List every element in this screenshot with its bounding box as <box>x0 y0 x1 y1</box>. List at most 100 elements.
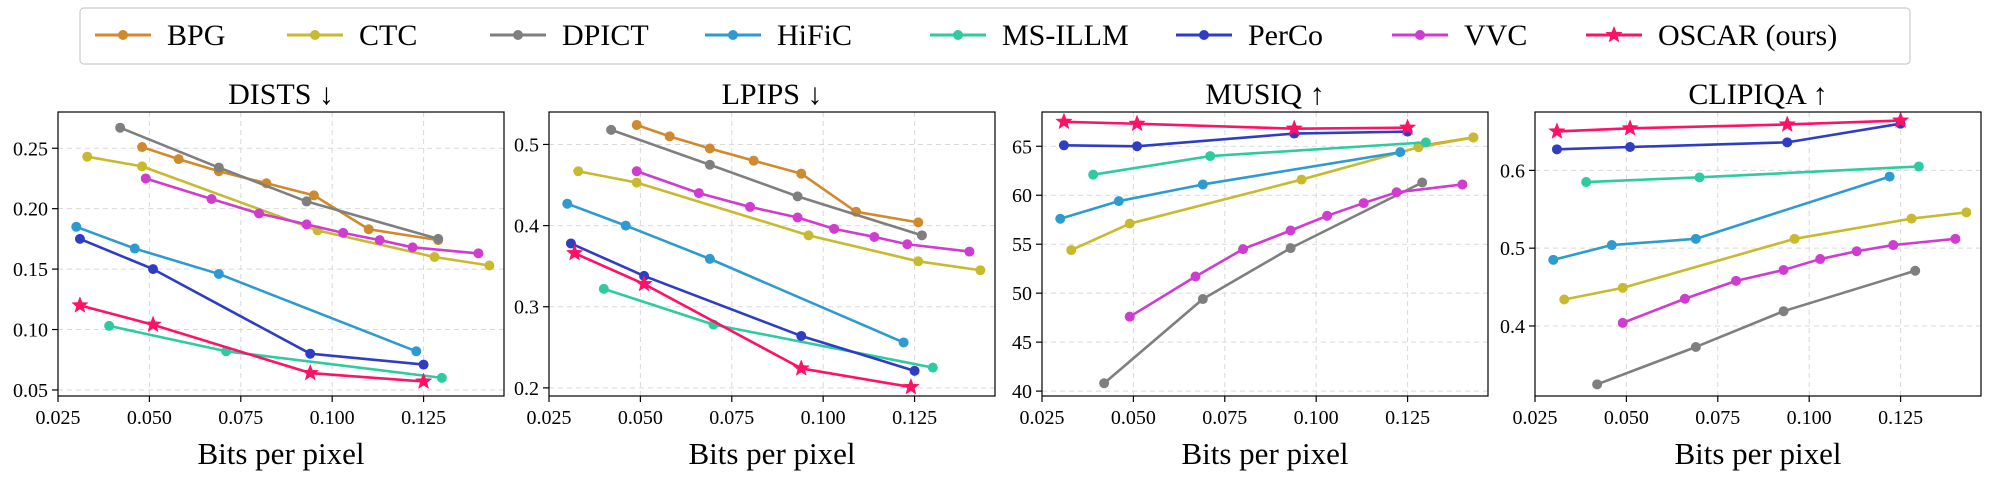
x-tick-label: 0.125 <box>892 407 937 429</box>
data-point-ctc <box>310 30 320 40</box>
data-point-vvc <box>1238 244 1249 255</box>
data-point-vvc <box>829 223 840 234</box>
data-point-ctc <box>1617 282 1628 293</box>
x-tick-label: 0.075 <box>1202 407 1247 429</box>
series-dpict <box>1592 265 1921 390</box>
data-point-oscar-ours <box>1055 112 1073 130</box>
data-point-vvc <box>1851 246 1862 257</box>
data-point-vvc <box>140 173 151 184</box>
series-hific <box>1548 171 1895 265</box>
x-tick-label: 0.025 <box>1020 407 1065 429</box>
data-point-vvc <box>964 246 975 257</box>
series-hific <box>562 198 909 348</box>
data-point-vvc <box>374 235 385 246</box>
series-line-vvc <box>636 170 970 253</box>
plot-frame <box>1534 111 1982 397</box>
data-point-perco <box>565 238 576 249</box>
data-point-hific <box>1055 213 1066 224</box>
data-point-hific <box>1197 179 1208 190</box>
chart-title: LPIPS ↓ <box>722 78 823 111</box>
data-point-perco <box>909 365 920 376</box>
series-line-perco <box>1063 130 1408 148</box>
data-point-oscar-ours <box>1778 115 1797 132</box>
data-point-dpict <box>301 196 312 207</box>
data-point-dpict <box>213 162 224 173</box>
data-point-ctc <box>1413 142 1424 153</box>
data-point-perco <box>418 359 429 370</box>
data-point-dpict <box>704 159 715 170</box>
data-point-hific <box>129 243 140 254</box>
legend-entry-dpict: DPICT <box>490 19 649 52</box>
data-point-vvc <box>631 166 642 177</box>
legend-label: DPICT <box>562 19 649 52</box>
y-tick-label: 0.20 <box>13 199 48 221</box>
data-point-dpict <box>1285 243 1296 254</box>
data-point-dpict <box>1910 265 1921 276</box>
data-point-ctc <box>975 265 986 276</box>
data-point-bpg <box>913 217 924 228</box>
data-point-dpict <box>1778 306 1789 317</box>
chart-panel-lpips: 0.025 0.050 0.075 0.100 0.125 0.2 0.3 0.4 0.5 LPI… <box>514 78 996 471</box>
chart-title: DISTS ↓ <box>228 78 334 111</box>
data-point-oscar-ours <box>792 359 811 376</box>
legend-entry-perco: PerCo <box>1176 19 1323 52</box>
data-point-dpict <box>792 191 803 202</box>
data-point-ms-illm <box>1088 169 1099 180</box>
series-line-dpict <box>1596 269 1916 386</box>
legend-entry-oscar-ours: OSCAR (ours) <box>1586 19 1837 52</box>
x-tick-label: 0.025 <box>1513 407 1558 429</box>
series-line-vvc <box>1129 183 1463 318</box>
data-point-ctc <box>913 256 924 267</box>
series-dpict <box>1099 177 1428 389</box>
data-point-ctc <box>1468 132 1479 143</box>
data-point-ctc <box>484 260 495 271</box>
data-point-vvc <box>792 212 803 223</box>
data-point-ctc <box>1961 207 1972 218</box>
data-point-bpg <box>173 154 184 165</box>
data-point-ctc <box>1789 233 1800 244</box>
data-point-vvc <box>902 239 913 250</box>
series-hific <box>71 221 422 357</box>
series-line-perco <box>1556 122 1901 151</box>
data-point-perco <box>1199 30 1209 40</box>
x-axis-label: Bits per pixel <box>1674 436 1841 471</box>
data-point-ctc <box>1124 218 1135 229</box>
data-point-ms-illm <box>927 362 938 373</box>
data-point-dpict <box>1099 378 1110 389</box>
series-line-vvc <box>1622 237 1956 325</box>
series-vvc <box>1617 233 1961 328</box>
data-point-vvc <box>1124 311 1135 322</box>
data-point-bpg <box>796 168 807 179</box>
legend-entry-vvc: VVC <box>1392 19 1527 52</box>
series-line-ctc <box>1070 136 1474 252</box>
chart-panel-musiq: 0.025 0.050 0.075 0.100 0.125 40 45 50 55 60 65 MUS… <box>1012 78 1489 471</box>
data-point-ctc <box>82 151 93 162</box>
x-tick-label: 0.050 <box>1111 407 1156 429</box>
series-line-oscar-ours <box>1063 120 1408 130</box>
y-tick-label: 0.3 <box>514 297 539 319</box>
series-line-oscar-ours <box>574 252 912 389</box>
data-point-oscar-ours <box>144 315 162 333</box>
data-point-vvc <box>1190 271 1201 282</box>
x-tick-label: 0.125 <box>1385 407 1430 429</box>
data-point-oscar-ours <box>1548 122 1566 139</box>
plot-frame <box>1041 111 1489 397</box>
data-point-oscar-ours <box>71 296 89 313</box>
series-line-hific <box>566 202 905 344</box>
data-point-ms-illm <box>1420 137 1431 148</box>
data-point-perco <box>74 233 85 244</box>
series-ms-illm <box>1581 161 1924 188</box>
data-point-oscar-ours <box>1128 114 1146 132</box>
data-point-bpg <box>118 30 128 40</box>
data-point-oscar-ours <box>1605 25 1623 43</box>
series-line-dpict <box>1103 181 1423 385</box>
data-point-vvc <box>1322 210 1333 221</box>
y-tick-label: 0.5 <box>514 134 539 156</box>
series-line-ms-illm <box>603 287 934 369</box>
data-point-vvc <box>1778 264 1789 275</box>
data-point-ms-illm <box>1581 177 1592 188</box>
data-point-vvc <box>693 188 704 199</box>
series-line-dpict <box>610 128 923 237</box>
data-point-dpict <box>433 233 444 244</box>
